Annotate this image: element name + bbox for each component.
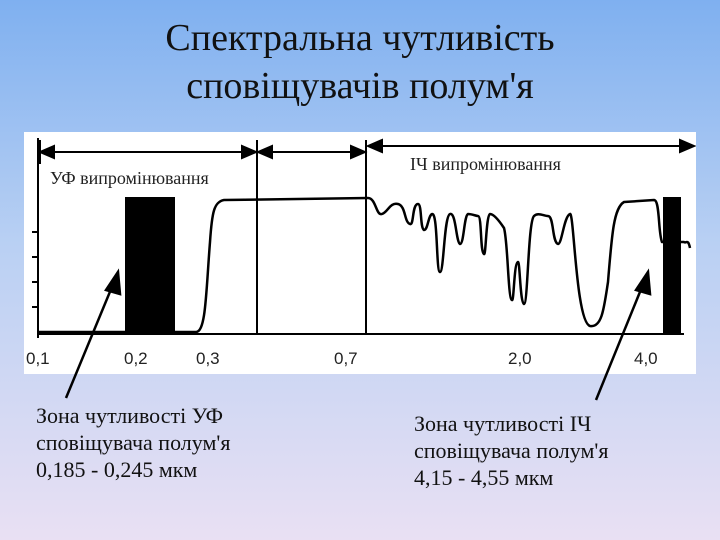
uv-range-arrow (37, 140, 259, 164)
x-tick-label: 0,3 (196, 349, 220, 368)
slide-title: Спектральна чутливість сповіщувачів полу… (0, 14, 720, 110)
x-tick-label: 4,0 (634, 349, 658, 368)
ir-zone-caption: Зона чутливості ІЧ сповіщувача полум'я 4… (414, 410, 608, 491)
uv-pointer-arrow-head (104, 268, 122, 296)
x-tick-label: 0,7 (334, 349, 358, 368)
ir-pointer-arrow-head (634, 268, 652, 296)
flame-spectrum-curve (38, 196, 692, 334)
slide-title-line-1: Спектральна чутливість (165, 17, 555, 59)
uv-pointer-arrow (64, 281, 116, 399)
slide-title-line-2: сповіщувачів полум'я (186, 65, 534, 107)
uv-caption-line-2: сповіщувача полум'я (36, 430, 231, 455)
uv-zone-caption: Зона чутливості УФ сповіщувача полум'я 0… (36, 402, 230, 483)
x-tick-label: 0,2 (124, 349, 148, 368)
uv-sensitivity-zone (125, 197, 175, 334)
ir-band-label: ІЧ випромінювання (410, 154, 561, 174)
ir-caption-line-3: 4,15 - 4,55 мкм (414, 465, 554, 490)
uv-caption-line-3: 0,185 - 0,245 мкм (36, 457, 198, 482)
ir-caption-line-1: Зона чутливості ІЧ (414, 411, 592, 436)
uv-caption-line-1: Зона чутливості УФ (36, 403, 224, 428)
spectral-diagram-svg: УФ випромінювання ІЧ випромінювання 0,1 … (26, 138, 696, 368)
ir-sensitivity-zone (663, 197, 681, 334)
ir-caption-line-2: сповіщувача полум'я (414, 438, 609, 463)
mid-range-arrow (255, 144, 368, 160)
spectral-diagram: УФ випромінювання ІЧ випромінювання 0,1 … (24, 132, 696, 374)
x-tick-label: 0,1 (26, 349, 50, 368)
uv-band-label: УФ випромінювання (50, 168, 209, 188)
x-tick-label: 2,0 (508, 349, 532, 368)
ir-range-arrow (365, 138, 696, 154)
ir-pointer-arrow (594, 281, 646, 401)
